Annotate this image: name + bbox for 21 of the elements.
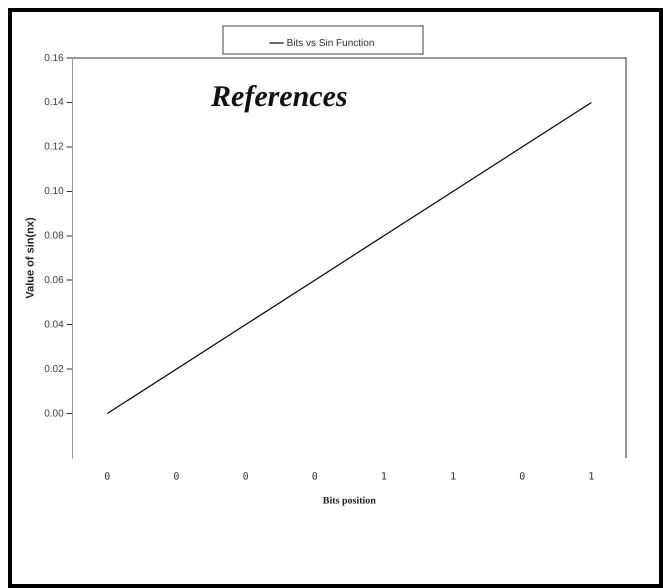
y-tick-label: 0.12 (44, 142, 64, 153)
x-tick-label: 1 (380, 472, 387, 483)
y-tick-label: 0.10 (44, 186, 64, 198)
y-tick-label: 0.00 (44, 408, 64, 420)
x-tick-label: 0 (104, 472, 110, 483)
x-tick-label: 1 (450, 472, 456, 483)
x-tick-label: 0 (519, 472, 526, 483)
y-tick-label: 0.14 (44, 97, 64, 108)
y-tick-label: 0.02 (44, 364, 64, 375)
y-tick-label: 0.08 (44, 230, 64, 242)
y-tick-label: 0.04 (44, 319, 64, 330)
y-tick-label: 0.06 (44, 274, 64, 286)
y-tick-label: 0.16 (44, 52, 64, 64)
x-tick-label: 0 (242, 472, 249, 483)
y-axis-title: Value of sin(nx) (24, 217, 37, 299)
x-axis-title: Bits position (322, 496, 376, 507)
x-tick-label: 0 (312, 472, 318, 483)
x-tick-label: 0 (173, 472, 180, 483)
x-tick-label: 1 (588, 472, 594, 483)
legend-label: Bits vs Sin Function (286, 38, 374, 49)
annotation: References (210, 80, 348, 113)
